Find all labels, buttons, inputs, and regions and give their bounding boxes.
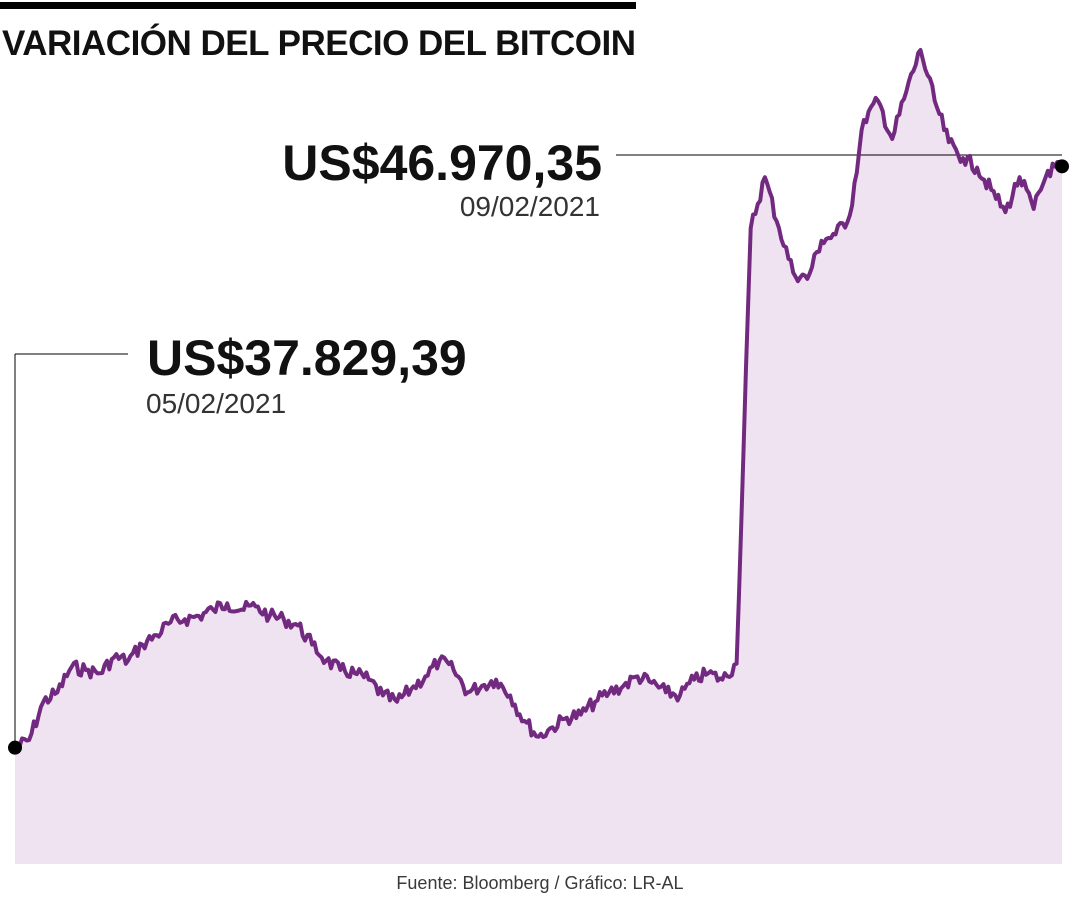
start-date-label: 05/02/2021 (146, 388, 286, 419)
start-point-marker (8, 740, 22, 755)
end-point-marker (1055, 159, 1069, 174)
top-rule (0, 2, 636, 9)
start-price-label: US$37.829,39 (147, 330, 467, 386)
chart-title: VARIACIÓN DEL PRECIO DEL BITCOIN (2, 24, 636, 63)
end-date-label: 09/02/2021 (460, 191, 600, 222)
source-credit: Fuente: Bloomberg / Gráfico: LR-AL (396, 873, 684, 893)
price-line (13, 48, 1064, 750)
end-price-label: US$46.970,35 (282, 135, 602, 191)
price-area-fill (15, 50, 1062, 864)
